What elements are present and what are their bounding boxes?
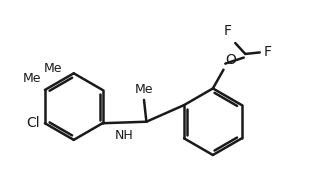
Text: F: F [224,24,232,38]
Text: F: F [263,46,272,60]
Text: O: O [225,53,236,67]
Text: NH: NH [115,129,134,142]
Text: Me: Me [135,83,153,96]
Text: Cl: Cl [26,116,40,130]
Text: Me: Me [23,71,41,84]
Text: Me: Me [44,62,62,75]
